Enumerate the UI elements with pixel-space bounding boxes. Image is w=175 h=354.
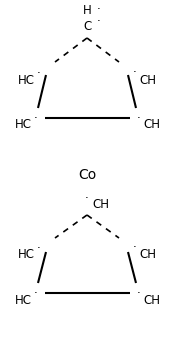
Text: ·: ·	[37, 68, 41, 80]
Text: Co: Co	[78, 168, 96, 182]
Text: ·: ·	[132, 241, 136, 255]
Text: HC: HC	[15, 293, 32, 307]
Text: ·: ·	[37, 242, 41, 256]
Text: CH: CH	[143, 119, 160, 131]
Text: CH: CH	[92, 199, 109, 211]
Text: CH: CH	[143, 293, 160, 307]
Text: HC: HC	[18, 249, 35, 262]
Text: ·: ·	[97, 4, 101, 17]
Text: CH: CH	[139, 249, 156, 262]
Text: H: H	[83, 4, 91, 17]
Text: ·: ·	[34, 113, 38, 126]
Text: ·: ·	[97, 16, 101, 29]
Text: ·: ·	[136, 287, 140, 301]
Text: ·: ·	[136, 113, 140, 126]
Text: ·: ·	[85, 193, 89, 206]
Text: C: C	[83, 21, 91, 34]
Text: CH: CH	[139, 74, 156, 86]
Text: ·: ·	[132, 67, 136, 80]
Text: ·: ·	[34, 287, 38, 301]
Text: HC: HC	[15, 119, 32, 131]
Text: HC: HC	[18, 74, 35, 86]
